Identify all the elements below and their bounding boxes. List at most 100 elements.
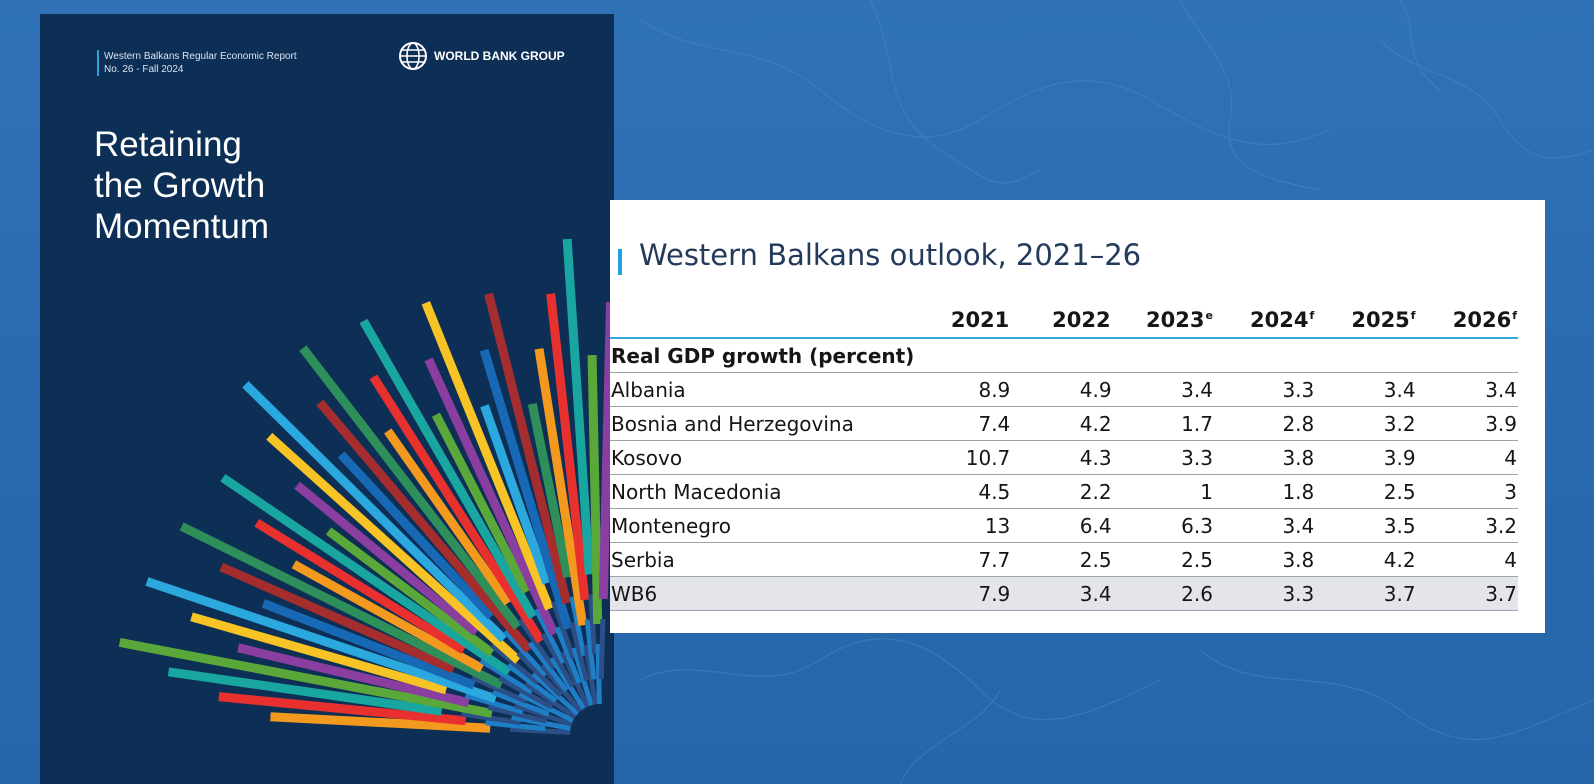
table-total-row: WB6 7.9 3.4 2.6 3.3 3.7 3.7 <box>610 576 1518 611</box>
value-cell: 3.2 <box>1315 406 1417 441</box>
cover-ray-inner <box>513 702 573 727</box>
cover-ray-inner <box>569 621 589 682</box>
cover-ray-inner <box>551 601 576 660</box>
header-year-label: 2021 <box>950 307 1010 332</box>
value-cell: 2.8 <box>1213 406 1316 441</box>
cover-ray-inner <box>464 693 524 715</box>
cover-ray <box>421 301 554 611</box>
cover-ray-inner <box>511 714 571 731</box>
header-year: 2023e <box>1112 302 1214 339</box>
header-year-label: 2024 <box>1250 307 1309 332</box>
cover-ray <box>118 637 493 718</box>
cover-ray-inner <box>531 671 580 716</box>
header-country <box>610 302 945 339</box>
country-cell: Montenegro <box>610 508 945 543</box>
cover-ray <box>562 238 594 575</box>
value-cell: 3.9 <box>1416 406 1518 441</box>
header-year-label: 2025 <box>1351 307 1410 332</box>
value-cell: 3.4 <box>1112 372 1214 407</box>
header-year: 2021 <box>944 302 1012 339</box>
cover-ray <box>479 348 573 630</box>
cover-ray <box>598 302 614 600</box>
cover-ray <box>261 599 476 690</box>
value-cell: 3.4 <box>1011 576 1113 611</box>
country-cell: Albania <box>610 372 945 407</box>
report-series: Western Balkans Regular Economic Report <box>104 51 297 62</box>
cover-ray <box>337 451 495 620</box>
cover-ray <box>424 357 559 636</box>
cover-ray-inner <box>518 691 575 723</box>
value-cell: 7.4 <box>944 406 1012 441</box>
value-cell: 4.9 <box>1011 372 1113 407</box>
value-cell: 3.2 <box>1416 508 1518 543</box>
cover-ray-inner <box>588 594 598 655</box>
cover-ray <box>359 318 537 620</box>
cover-ray <box>369 374 545 644</box>
table-row: Kosovo 10.7 4.3 3.3 3.8 3.9 4 <box>610 440 1518 475</box>
value-cell: 7.7 <box>944 542 1012 577</box>
cover-ray <box>242 381 508 643</box>
cover-ray <box>291 560 485 673</box>
value-cell: 1.7 <box>1112 406 1214 441</box>
cover-ray-inner <box>583 644 598 705</box>
value-cell: 3.5 <box>1315 508 1417 543</box>
brand-lockup: WORLD BANK GROUP <box>398 41 565 71</box>
value-cell: 3.7 <box>1416 576 1518 611</box>
value-cell: 8.9 <box>944 372 1012 407</box>
cover-ray <box>219 562 456 674</box>
report-title-line: Retaining <box>94 125 242 164</box>
cover-ray <box>145 577 498 704</box>
report-title: Retaining the Growth Momentum <box>94 124 424 247</box>
cover-ray <box>325 527 495 657</box>
cover-ray-inner <box>527 641 569 692</box>
outlook-table: 2021 2022 2023e 2024f 2025f 2026f Real G… <box>610 302 1518 611</box>
cover-ray <box>527 402 573 579</box>
cover-ray-inner <box>569 596 587 657</box>
table-row: Serbia 7.7 2.5 2.5 3.8 4.2 4 <box>610 542 1518 577</box>
value-cell: 3.4 <box>1213 508 1316 543</box>
value-cell: 4 <box>1416 440 1518 475</box>
header-year: 2026f <box>1416 302 1518 339</box>
value-cell: 4.3 <box>1011 440 1113 475</box>
value-cell: 3.9 <box>1315 440 1417 475</box>
country-cell: WB6 <box>610 576 945 611</box>
table-row: North Macedonia 4.5 2.2 1 1.8 2.5 3 <box>610 474 1518 509</box>
cover-ray-inner <box>533 608 566 664</box>
header-year-label: 2022 <box>1052 307 1111 332</box>
cover-ray <box>237 643 470 708</box>
cover-ray <box>167 667 443 716</box>
header-year-note: f <box>1410 308 1416 322</box>
value-cell: 4.5 <box>944 474 1012 509</box>
brand-name: WORLD BANK GROUP <box>434 49 565 63</box>
cover-ray-inner <box>571 647 594 707</box>
cover-ray <box>484 292 572 605</box>
value-cell: 4.2 <box>1011 406 1113 441</box>
report-cover[interactable]: Western Balkans Regular Economic Report … <box>40 14 614 784</box>
cover-ray-inner <box>584 619 597 680</box>
header-year-note: f <box>1309 308 1315 322</box>
cover-ray-inner <box>517 617 557 670</box>
cover-ray <box>534 348 588 627</box>
value-cell: 4 <box>1416 542 1518 577</box>
header-year: 2024f <box>1213 302 1316 339</box>
value-cell: 3 <box>1416 474 1518 509</box>
title-accent-bar <box>618 249 622 275</box>
cover-ray-inner <box>598 618 606 680</box>
value-cell: 6.3 <box>1112 508 1214 543</box>
cover-ray <box>218 692 467 726</box>
value-cell: 3.8 <box>1213 542 1316 577</box>
cover-ray-inner <box>539 663 583 713</box>
cover-ray <box>316 399 533 653</box>
value-cell: 1 <box>1112 474 1214 509</box>
section-label: Real GDP growth (percent) <box>610 338 1518 373</box>
cover-ray-inner <box>509 726 571 735</box>
value-cell: 3.3 <box>1213 372 1316 407</box>
table-row: Albania 8.9 4.9 3.4 3.3 3.4 3.4 <box>610 372 1518 407</box>
report-title-line: Momentum <box>94 207 270 246</box>
header-year-note: f <box>1512 308 1517 322</box>
country-cell: Serbia <box>610 542 945 577</box>
cover-ray-inner <box>516 651 563 698</box>
cover-ray-inner <box>485 720 546 732</box>
cover-ray <box>587 354 603 625</box>
value-cell: 3.8 <box>1213 440 1316 475</box>
